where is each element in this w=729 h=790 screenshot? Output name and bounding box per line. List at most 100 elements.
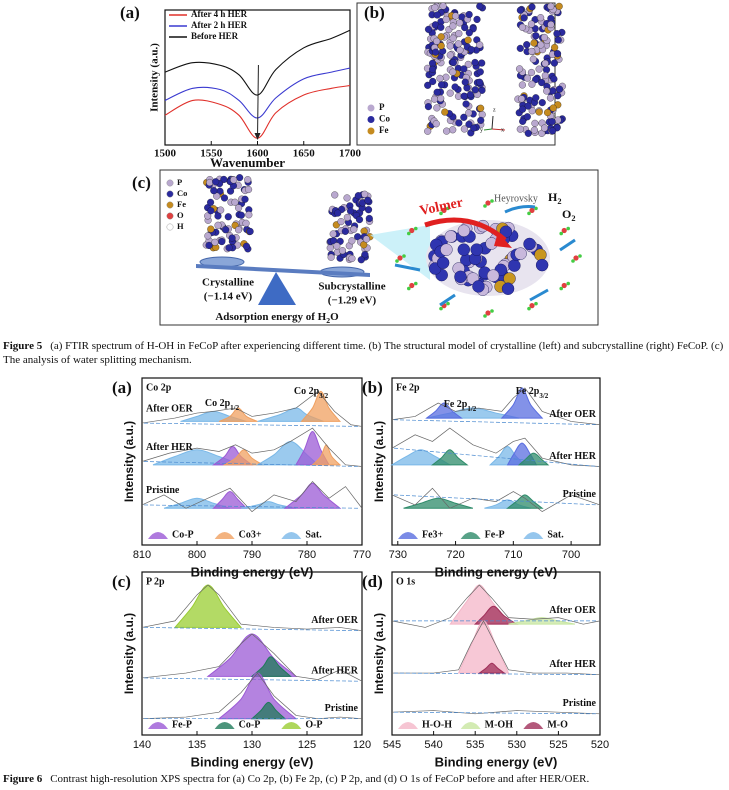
baseline xyxy=(143,461,361,467)
atom xyxy=(428,59,437,67)
atom xyxy=(476,41,484,49)
water-o xyxy=(573,255,579,261)
o2-label: O2 xyxy=(562,207,576,224)
water-o xyxy=(409,282,415,289)
legend-label: Sat. xyxy=(305,529,322,540)
water-o xyxy=(441,207,447,213)
atom xyxy=(206,178,214,187)
spectrum-label: Pristine xyxy=(325,703,359,714)
atom xyxy=(464,36,472,44)
x-tick-label: 710 xyxy=(504,549,522,561)
atom xyxy=(465,120,473,128)
caption-label: Figure 6 xyxy=(3,773,43,785)
atom xyxy=(544,109,552,117)
atom xyxy=(527,20,536,28)
legend-label: Fe xyxy=(177,199,186,209)
atom xyxy=(519,105,527,113)
atom xyxy=(357,256,365,264)
atom xyxy=(462,100,470,108)
figure-6-caption: Figure 6 Contrast high-resolution XPS spe… xyxy=(3,772,725,786)
x-tick-label: 1650 xyxy=(293,148,316,160)
atom xyxy=(516,65,524,73)
atom xyxy=(443,127,451,135)
atom xyxy=(205,241,213,249)
atom xyxy=(364,206,373,214)
legend-swatch xyxy=(214,532,235,539)
fit-peak xyxy=(477,662,506,674)
atom xyxy=(334,209,342,217)
legend-dot xyxy=(166,179,174,187)
x-tick-label: 1700 xyxy=(339,148,362,160)
panel-label: (b) xyxy=(362,378,383,397)
volmer-label: Volmer xyxy=(418,195,464,219)
atom xyxy=(486,269,500,282)
atom xyxy=(430,95,439,103)
atom xyxy=(424,25,433,33)
h2-label-main: H xyxy=(548,190,558,204)
legend-swatch xyxy=(460,532,481,539)
legend-dot xyxy=(166,223,174,231)
atom xyxy=(210,187,218,195)
atom xyxy=(207,225,215,233)
peak-annotation-sub: 1/2 xyxy=(230,404,239,412)
x-tick-label: 1550 xyxy=(200,148,223,160)
water-o xyxy=(397,255,403,261)
spectrum-label: After HER xyxy=(549,451,597,462)
legend-label: M-O xyxy=(547,719,568,730)
atom xyxy=(438,81,446,89)
water-o xyxy=(529,303,535,309)
atom xyxy=(348,254,356,263)
atom xyxy=(537,14,545,22)
adsorption-label-main: Adsorption energy of H xyxy=(215,311,326,323)
atom xyxy=(333,242,341,250)
caption-text: Contrast high-resolution XPS spectra for… xyxy=(50,773,590,785)
water-o xyxy=(485,200,491,206)
atom xyxy=(516,6,524,14)
legend-label: Before HER xyxy=(191,31,239,41)
atom xyxy=(541,59,549,67)
panel-label: (c) xyxy=(132,173,151,192)
raw-spectrum xyxy=(391,584,601,628)
atom xyxy=(449,126,457,134)
baseline xyxy=(143,627,361,632)
atom xyxy=(460,113,468,121)
legend-swatch xyxy=(398,532,418,539)
x-tick-label: 535 xyxy=(466,739,484,751)
atom xyxy=(341,227,349,235)
atom xyxy=(246,227,254,235)
legend-label: Co3+ xyxy=(239,529,262,540)
legend-label: O xyxy=(177,210,184,220)
x-tick-label: 130 xyxy=(243,739,261,751)
atom xyxy=(326,244,334,252)
water-h xyxy=(395,259,399,263)
legend-dot xyxy=(367,116,375,123)
atom xyxy=(207,207,215,215)
legend-label: O-P xyxy=(305,719,322,730)
spectrum-label: After HER xyxy=(311,666,359,677)
atom xyxy=(477,104,485,112)
water-h xyxy=(490,309,494,313)
legend-label: Fe-P xyxy=(172,719,192,730)
atom xyxy=(337,218,345,226)
raw-spectrum xyxy=(391,487,601,513)
atom xyxy=(207,198,215,206)
atom xyxy=(424,103,432,111)
atom xyxy=(547,14,555,23)
atom xyxy=(446,51,454,59)
atom xyxy=(449,68,457,76)
legend-swatch xyxy=(148,532,168,539)
legend-label: M-OH xyxy=(485,719,514,730)
atom xyxy=(439,2,447,10)
panel-title: Co 2p xyxy=(146,382,172,393)
x-tick-label: 730 xyxy=(389,549,407,561)
water-h xyxy=(406,286,411,291)
heyrovsky-label: Heyrovsky xyxy=(494,193,538,204)
atom xyxy=(550,59,558,67)
fit-peak xyxy=(457,620,510,674)
legend-label: Fe-P xyxy=(485,529,505,540)
atom xyxy=(231,198,239,206)
atom xyxy=(537,41,545,49)
atom xyxy=(523,41,531,49)
atom xyxy=(477,116,485,124)
legend-swatch xyxy=(281,722,302,729)
